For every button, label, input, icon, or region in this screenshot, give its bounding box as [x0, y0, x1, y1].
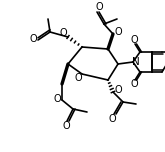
Text: O: O [130, 35, 138, 45]
Text: O: O [59, 28, 67, 38]
Text: N: N [132, 57, 140, 67]
Text: O: O [53, 94, 61, 104]
Text: O: O [114, 85, 122, 95]
Text: O: O [130, 79, 138, 89]
Text: O: O [74, 73, 82, 83]
Text: O: O [95, 2, 103, 12]
Text: O: O [62, 121, 70, 131]
Text: O: O [114, 27, 122, 37]
Text: O: O [108, 114, 116, 124]
Text: O: O [29, 34, 37, 44]
